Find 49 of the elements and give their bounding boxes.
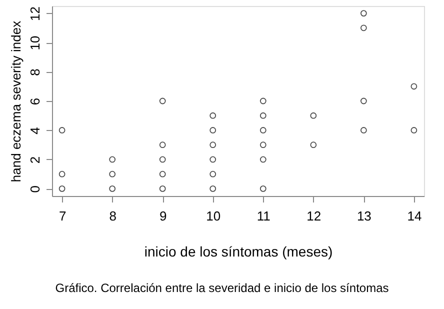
x-tick-label: 9 [159, 208, 167, 224]
y-tick-label: 2 [28, 156, 42, 164]
point [109, 156, 116, 163]
point [109, 186, 116, 192]
point [159, 98, 166, 104]
x-axis-title: inicio de los síntomas (meses) [144, 244, 333, 260]
y-tick-label: 8 [28, 68, 42, 76]
point [159, 186, 166, 192]
point [260, 98, 266, 104]
point [260, 112, 266, 119]
text: Gráfico. Correlación entre la severidad e inicio de los síntomas [55, 281, 389, 295]
x-tick-label: 11 [256, 208, 270, 224]
x-tick-label: 13 [356, 208, 372, 224]
point [210, 186, 216, 192]
y-tick-label: 6 [28, 98, 42, 106]
point [360, 127, 367, 134]
point [210, 142, 216, 148]
point [159, 170, 166, 178]
point [360, 24, 367, 32]
point [260, 142, 266, 148]
y-axis-title: hand eczema severity index [8, 20, 24, 182]
x-tick-label: 10 [206, 208, 221, 224]
x-tick-label: 14 [407, 208, 422, 224]
point [210, 156, 216, 163]
y-tick-label: 0 [28, 186, 42, 193]
x-tick-label: 8 [109, 208, 116, 224]
point [310, 112, 317, 119]
point [410, 83, 418, 90]
point [58, 127, 66, 134]
point [360, 10, 367, 16]
point [159, 142, 166, 148]
point [360, 98, 367, 104]
point [159, 156, 166, 163]
y-tick-label: 12 [28, 6, 42, 22]
point [58, 170, 66, 178]
point [210, 170, 216, 178]
point [210, 127, 216, 134]
x-tick-label: 12 [306, 208, 322, 224]
point [410, 127, 418, 134]
point [260, 156, 266, 163]
x-tick-label: 7 [58, 208, 66, 224]
point [260, 127, 266, 134]
point [310, 142, 317, 148]
y-tick-label: 10 [28, 36, 42, 50]
point [210, 112, 216, 119]
y-tick-label: 4 [28, 127, 42, 134]
point [109, 170, 116, 178]
point [58, 186, 66, 192]
point [260, 186, 266, 192]
